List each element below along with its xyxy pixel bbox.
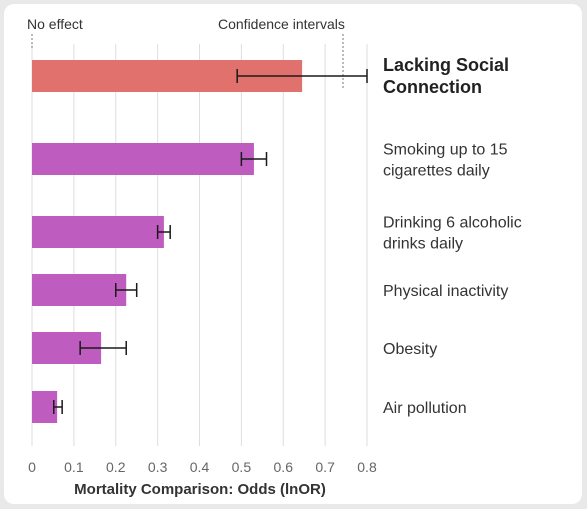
bar-group: Air pollution [32,391,467,423]
bar-group: Obesity [32,332,437,364]
bar [32,216,164,248]
category-label: cigarettes daily [383,163,490,180]
x-tick-label: 0 [28,459,36,475]
bar [32,391,58,423]
x-tick-label: 0.7 [315,459,335,475]
bar-group: Physical inactivity [32,274,508,306]
category-label: Lacking Social [383,55,509,75]
bar-group: Drinking 6 alcoholic drinks daily [32,215,522,253]
confidence-intervals-annotation: Confidence intervals [218,16,345,32]
category-label: Air pollution [383,400,467,417]
x-tick-label: 0.5 [232,459,252,475]
annotation-layer: No effect Confidence intervals [27,16,345,88]
bar [32,274,127,306]
x-tick-label: 0.2 [106,459,126,475]
category-label: Smoking up to 15 [383,142,508,159]
x-axis-label: Mortality Comparison: Odds (lnOR) [74,481,326,498]
x-tick-label: 0.8 [357,459,377,475]
category-label: Obesity [383,341,437,358]
x-tick-label: 0.6 [274,459,294,475]
x-tick-label: 0.1 [64,459,84,475]
x-tick-label: 0.3 [148,459,168,475]
chart-card: No effect Confidence intervals Lacking S… [4,4,582,504]
bar [32,143,254,175]
category-label: Physical inactivity [383,283,508,300]
x-axis-ticks: 0 0.1 0.2 0.3 0.4 0.5 0.6 0.7 0.8 [28,459,377,475]
category-label: drinks daily [383,236,463,253]
bar-group: Smoking up to 15 cigarettes daily [32,142,508,180]
no-effect-annotation: No effect [27,16,83,32]
x-tick-label: 0.4 [190,459,210,475]
category-label: Connection [383,77,482,97]
grid-layer [31,44,368,446]
category-label: Drinking 6 alcoholic [383,215,522,232]
mortality-comparison-chart: No effect Confidence intervals Lacking S… [27,16,522,498]
